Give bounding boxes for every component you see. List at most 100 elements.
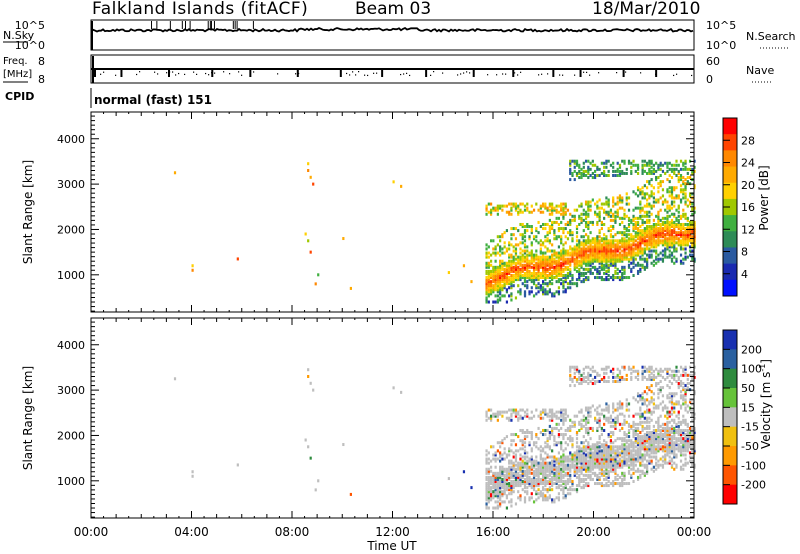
velocity-pixel	[675, 422, 678, 426]
power-pixel	[675, 247, 678, 251]
power-pixel	[564, 276, 567, 280]
power-pixel	[612, 259, 615, 263]
power-pixel	[535, 263, 538, 267]
velocity-pixel	[584, 457, 588, 461]
power-pixel	[514, 269, 518, 273]
power-pixel	[666, 241, 669, 245]
velocity-pixel	[603, 459, 606, 463]
velocity-pixel	[519, 496, 522, 500]
power-pixel	[668, 173, 671, 177]
power-pixel	[496, 271, 499, 275]
power-pixel	[501, 276, 504, 280]
power-pixel	[517, 204, 520, 208]
power-pixel	[560, 263, 563, 267]
velocity-pixel	[625, 420, 628, 424]
velocity-pixel	[537, 477, 540, 481]
power-pixel	[657, 214, 660, 218]
power-pixel	[643, 265, 646, 269]
velocity-pixel	[546, 439, 549, 443]
velocity-pixel	[655, 367, 658, 371]
power-pixel	[499, 292, 502, 296]
power-pixel	[589, 253, 592, 257]
power-pixel	[492, 247, 495, 251]
velocity-pixel	[489, 416, 493, 420]
power-pixel	[564, 202, 567, 206]
velocity-pixel	[634, 451, 637, 455]
velocity-pixel	[541, 486, 545, 490]
power-pixel	[499, 245, 502, 249]
power-pixel	[655, 257, 658, 261]
velocity-pixel	[641, 398, 644, 402]
power-pixel	[571, 253, 574, 257]
colorbar-tick-label: 16	[741, 201, 755, 214]
velocity-pixel	[648, 377, 651, 381]
power-pixel	[587, 241, 590, 245]
power-pixel	[614, 210, 617, 214]
power-pixel	[600, 222, 603, 226]
velocity-pixel	[591, 365, 594, 369]
power-pixel	[569, 229, 572, 233]
power-pixel	[496, 235, 499, 239]
power-pixel	[686, 176, 689, 180]
power-pixel	[584, 214, 588, 218]
power-pixel	[646, 161, 649, 165]
velocity-pixel	[650, 418, 653, 422]
power-pixel	[503, 231, 506, 235]
velocity-pixel	[584, 459, 588, 463]
power-pixel	[566, 222, 570, 226]
power-pixel	[682, 161, 685, 165]
power-pixel	[548, 229, 551, 233]
velocity-pixel	[600, 469, 603, 473]
power-pixel	[564, 227, 567, 231]
velocity-pixel	[682, 453, 685, 457]
velocity-pixel	[636, 422, 640, 426]
power-pixel	[607, 241, 610, 245]
velocity-pixel	[673, 428, 676, 432]
velocity-pixel	[517, 416, 520, 420]
power-pixel	[584, 249, 588, 253]
power-pixel	[673, 235, 676, 239]
velocity-pixel	[503, 490, 506, 494]
velocity-pixel	[655, 449, 658, 453]
velocity-pixel	[517, 461, 520, 465]
velocity-pixel	[566, 414, 570, 418]
power-pixel	[632, 225, 635, 229]
power-pixel	[530, 253, 533, 257]
velocity-pixel	[539, 482, 542, 486]
power-pixel	[501, 208, 504, 212]
velocity-pixel	[307, 368, 310, 372]
velocity-pixel	[514, 453, 518, 457]
power-pixel	[523, 225, 527, 229]
velocity-pixel	[603, 408, 606, 412]
power-pixel	[562, 243, 565, 247]
velocity-pixel	[560, 488, 563, 492]
power-pixel	[634, 206, 637, 210]
velocity-pixel	[648, 416, 651, 420]
power-pixel	[537, 255, 540, 259]
power-pixel	[684, 186, 687, 190]
power-pixel	[636, 269, 640, 273]
power-pixel	[487, 284, 490, 288]
velocity-pixel	[499, 492, 502, 496]
power-pixel	[648, 194, 651, 198]
power-pixel	[349, 286, 352, 290]
velocity-pixel	[605, 406, 608, 410]
power-pixel	[551, 253, 554, 257]
power-pixel	[514, 278, 518, 282]
power-pixel	[648, 233, 651, 237]
power-pixel	[548, 208, 551, 212]
power-pixel	[532, 208, 536, 212]
velocity-pixel	[634, 441, 637, 445]
velocity-pixel	[514, 449, 518, 453]
velocity-pixel	[634, 369, 637, 373]
power-pixel	[603, 208, 606, 212]
power-pixel	[505, 282, 509, 286]
velocity-pixel	[591, 457, 594, 461]
velocity-pixel	[548, 486, 551, 490]
power-pixel	[634, 233, 637, 237]
velocity-pixel	[519, 475, 522, 479]
velocity-pixel	[546, 455, 549, 459]
velocity-pixel	[528, 465, 531, 469]
velocity-pixel	[659, 439, 662, 443]
power-pixel	[691, 208, 694, 212]
